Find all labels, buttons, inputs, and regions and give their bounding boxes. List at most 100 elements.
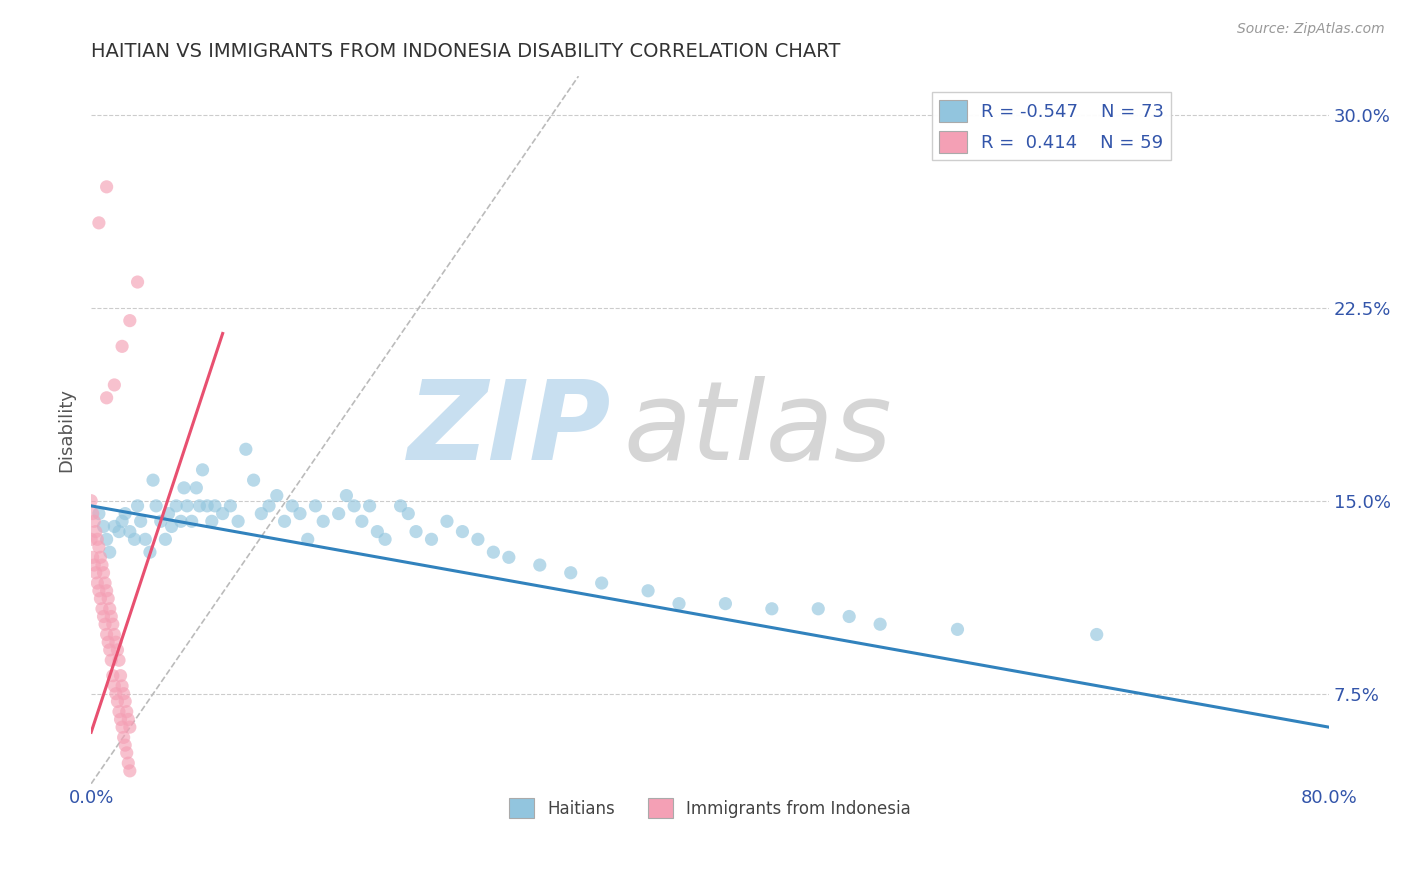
Point (110, 713, 132, 727)
Point (93, 519, 115, 533)
Point (1085, 627, 1108, 641)
Point (266, 489, 288, 503)
Point (242, 473, 264, 487)
Point (312, 514, 335, 528)
Point (591, 576, 613, 591)
Point (149, 514, 172, 528)
Point (297, 533, 319, 547)
Point (114, 694, 136, 708)
Point (204, 499, 226, 513)
Text: HAITIAN VS IMMIGRANTS FROM INDONESIA DISABILITY CORRELATION CHART: HAITIAN VS IMMIGRANTS FROM INDONESIA DIS… (91, 42, 841, 61)
Point (145, 499, 167, 513)
Point (420, 533, 443, 547)
Point (946, 623, 969, 637)
Point (335, 489, 357, 503)
Point (807, 601, 830, 615)
Point (84, 524, 107, 539)
Point (91, 558, 114, 572)
Point (110, 668, 132, 682)
Point (235, 442, 257, 457)
Point (103, 519, 125, 533)
Legend: Haitians, Immigrants from Indonesia: Haitians, Immigrants from Indonesia (502, 791, 918, 825)
Point (560, 566, 582, 580)
Point (96, 391, 118, 405)
Point (94, 617, 117, 632)
Point (186, 481, 208, 495)
Point (211, 507, 233, 521)
Point (98, 601, 121, 615)
Point (396, 507, 419, 521)
Point (112, 731, 135, 745)
Point (108, 524, 131, 539)
Point (139, 545, 162, 559)
Point (374, 533, 396, 547)
Point (529, 558, 551, 572)
Point (104, 635, 127, 649)
Point (498, 550, 520, 565)
Point (180, 514, 202, 528)
Point (101, 617, 124, 632)
Point (350, 514, 373, 528)
Point (111, 679, 134, 693)
Point (389, 499, 412, 513)
Point (157, 507, 180, 521)
Point (96, 627, 118, 641)
Point (250, 507, 273, 521)
Point (115, 705, 138, 719)
Point (118, 764, 141, 778)
Point (173, 481, 195, 495)
Point (359, 499, 381, 513)
Point (80, 493, 103, 508)
Point (112, 687, 135, 701)
Point (107, 643, 129, 657)
Point (191, 463, 214, 477)
Point (83, 558, 105, 572)
Point (83, 514, 105, 528)
Point (176, 499, 198, 513)
Text: ZIP: ZIP (408, 376, 612, 483)
Point (82, 550, 104, 565)
Text: Source: ZipAtlas.com: Source: ZipAtlas.com (1237, 22, 1385, 37)
Point (115, 746, 138, 760)
Point (129, 514, 152, 528)
Point (328, 507, 350, 521)
Point (273, 514, 295, 528)
Point (107, 694, 129, 708)
Point (117, 756, 139, 771)
Point (257, 499, 280, 513)
Point (117, 713, 139, 727)
Point (134, 533, 156, 547)
Point (127, 275, 149, 289)
Point (219, 499, 242, 513)
Point (869, 617, 891, 632)
Point (281, 499, 304, 513)
Point (114, 507, 136, 521)
Point (89, 591, 111, 606)
Point (304, 499, 326, 513)
Point (82, 507, 104, 521)
Point (288, 507, 311, 521)
Point (111, 514, 134, 528)
Point (87, 583, 110, 598)
Point (89, 550, 111, 565)
Point (84, 566, 107, 580)
Point (87, 540, 110, 554)
Point (94, 576, 117, 591)
Point (111, 339, 134, 353)
Point (195, 499, 218, 513)
Point (103, 627, 125, 641)
Point (101, 668, 124, 682)
Point (668, 597, 690, 611)
Point (142, 473, 165, 487)
Point (80, 533, 103, 547)
Point (86, 533, 108, 547)
Point (118, 524, 141, 539)
Point (838, 609, 860, 624)
Point (93, 609, 115, 624)
Point (98, 643, 121, 657)
Point (637, 583, 659, 598)
Point (482, 545, 505, 559)
Point (108, 653, 131, 667)
Point (97, 591, 120, 606)
Point (96, 179, 118, 194)
